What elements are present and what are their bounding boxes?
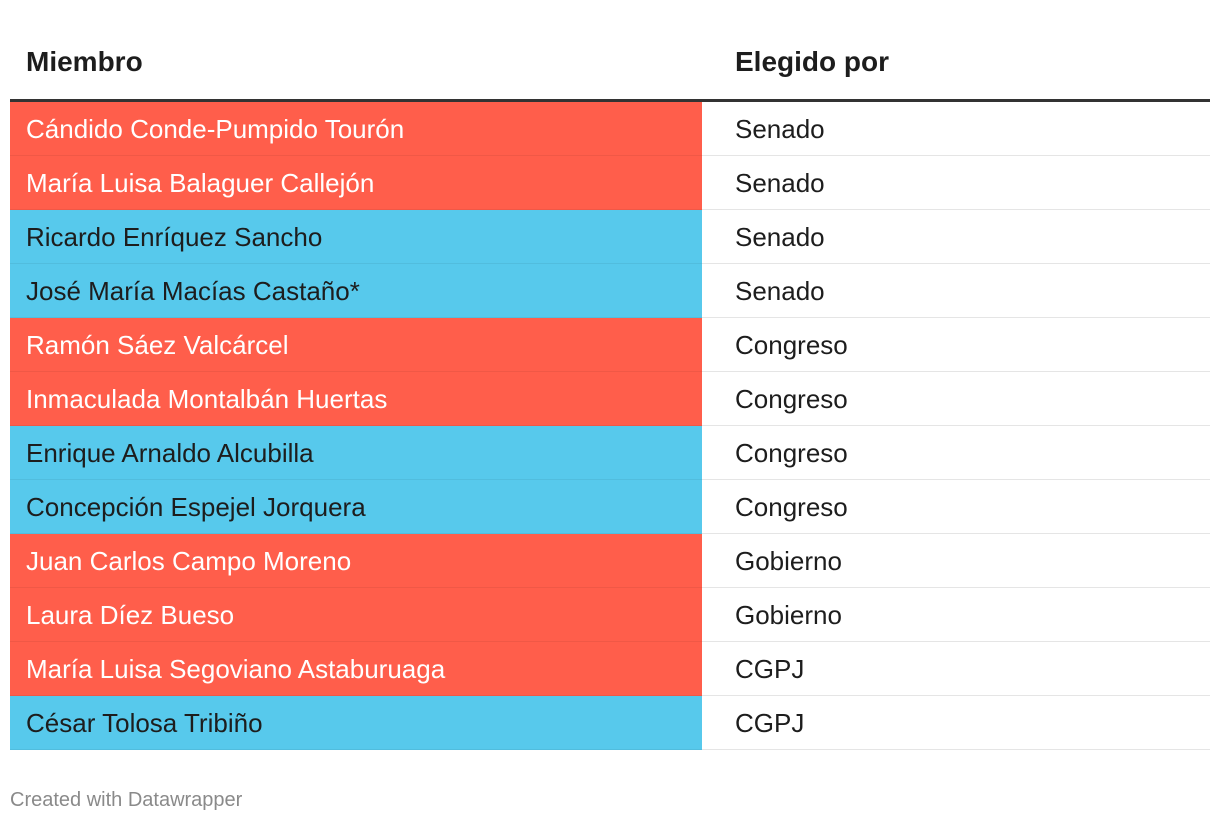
member-cell: Concepción Espejel Jorquera [10,480,702,534]
elected-by-cell: Gobierno [702,534,1210,588]
elected-by-cell: Congreso [702,372,1210,426]
table-row: César Tolosa Tribiño CGPJ [10,696,1210,750]
member-cell: Enrique Arnaldo Alcubilla [10,426,702,480]
member-cell: César Tolosa Tribiño [10,696,702,750]
elected-by-cell: Senado [702,264,1210,318]
elected-by-cell: Gobierno [702,588,1210,642]
table-row: María Luisa Segoviano Astaburuaga CGPJ [10,642,1210,696]
member-cell: José María Macías Castaño* [10,264,702,318]
member-cell: Inmaculada Montalbán Huertas [10,372,702,426]
table-row: María Luisa Balaguer Callejón Senado [10,156,1210,210]
elected-by-cell: CGPJ [702,696,1210,750]
column-header-elected-by: Elegido por [735,46,889,77]
table-row: José María Macías Castaño* Senado [10,264,1210,318]
elected-by-cell: Senado [702,156,1210,210]
column-header-member: Miembro [26,46,143,77]
member-cell: Ramón Sáez Valcárcel [10,318,702,372]
table-row: Juan Carlos Campo Moreno Gobierno [10,534,1210,588]
member-cell: María Luisa Balaguer Callejón [10,156,702,210]
elected-by-cell: Congreso [702,426,1210,480]
table-row: Enrique Arnaldo Alcubilla Congreso [10,426,1210,480]
member-cell: María Luisa Segoviano Astaburuaga [10,642,702,696]
elected-by-cell: Senado [702,102,1210,156]
table-row: Laura Díez Bueso Gobierno [10,588,1210,642]
member-cell: Cándido Conde-Pumpido Tourón [10,102,702,156]
table-row: Concepción Espejel Jorquera Congreso [10,480,1210,534]
table-row: Cándido Conde-Pumpido Tourón Senado [10,102,1210,156]
elected-by-cell: Congreso [702,318,1210,372]
table-row: Ramón Sáez Valcárcel Congreso [10,318,1210,372]
elected-by-cell: Senado [702,210,1210,264]
table-row: Inmaculada Montalbán Huertas Congreso [10,372,1210,426]
member-cell: Ricardo Enríquez Sancho [10,210,702,264]
elected-by-cell: CGPJ [702,642,1210,696]
table-header: Miembro Elegido por [10,0,1210,102]
table-row: Ricardo Enríquez Sancho Senado [10,210,1210,264]
table-body: Cándido Conde-Pumpido Tourón Senado María … [10,102,1210,750]
member-cell: Juan Carlos Campo Moreno [10,534,702,588]
elected-by-cell: Congreso [702,480,1210,534]
member-cell: Laura Díez Bueso [10,588,702,642]
credit-footer: Created with Datawrapper [10,789,243,811]
members-table: Miembro Elegido por Cándido Conde-Pumpid… [10,0,1210,750]
